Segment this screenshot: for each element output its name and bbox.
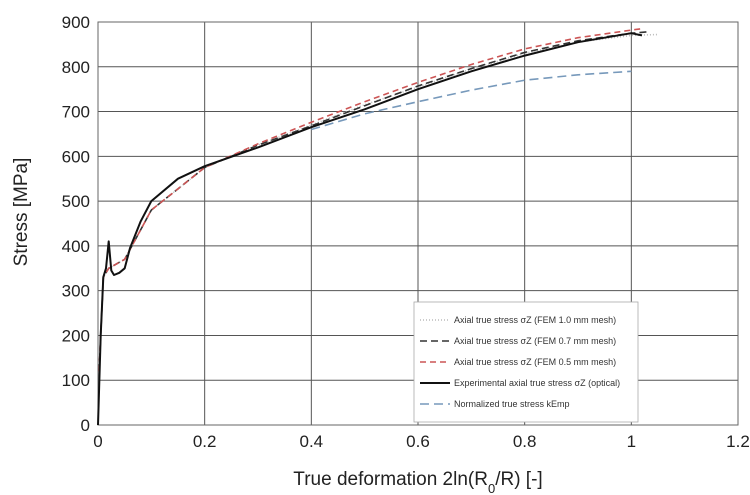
y-tick-label: 500 <box>62 192 90 211</box>
legend-box <box>413 301 639 423</box>
y-tick-label: 800 <box>62 58 90 77</box>
legend-label-5: Normalized true stress kEmp <box>454 399 570 409</box>
y-tick-label: 900 <box>62 13 90 32</box>
y-tick-labels: 0 100 200 300 400 500 600 700 800 900 <box>62 13 90 435</box>
y-tick-label: 200 <box>62 326 90 345</box>
legend-label-3: Axial true stress σZ (FEM 0.5 mm mesh) <box>454 357 616 367</box>
series-line-4 <box>97 32 643 426</box>
series-line-5 <box>311 70 632 131</box>
y-tick-label: 700 <box>62 103 90 122</box>
x-tick-label: 1.2 <box>726 432 750 451</box>
x-tick-label: 0 <box>93 432 102 451</box>
y-axis-label: Stress [MPa] <box>11 158 32 267</box>
legend: Axial true stress σZ (FEM 1.0 mm mesh) Ax… <box>413 301 639 423</box>
y-tick-label: 300 <box>62 282 90 301</box>
x-tick-label: 0.8 <box>513 432 537 451</box>
legend-label-2: Axial true stress σZ (FEM 0.7 mm mesh) <box>454 336 616 346</box>
y-tick-label: 100 <box>62 371 90 390</box>
series-line-3 <box>98 27 643 372</box>
x-axis-label: True deformation 2ln(R0/R) [-] <box>293 469 542 495</box>
xlabel-subscript: 0 <box>488 481 495 495</box>
y-tick-label: 400 <box>62 237 90 256</box>
x-tick-labels: 0 0.2 0.4 0.6 0.8 1 1.2 <box>93 432 750 451</box>
y-tick-label: 0 <box>81 416 90 435</box>
x-tick-label: 0.2 <box>193 432 217 451</box>
legend-label-1: Axial true stress σZ (FEM 1.0 mm mesh) <box>454 315 616 325</box>
y-tick-label: 600 <box>62 147 90 166</box>
x-tick-label: 1 <box>627 432 636 451</box>
x-tick-label: 0.6 <box>406 432 430 451</box>
x-tick-label: 0.4 <box>300 432 324 451</box>
series-lines <box>97 27 659 426</box>
plot-frame <box>97 21 739 426</box>
legend-label-4: Experimental axial true stress σZ (optic… <box>454 378 620 388</box>
